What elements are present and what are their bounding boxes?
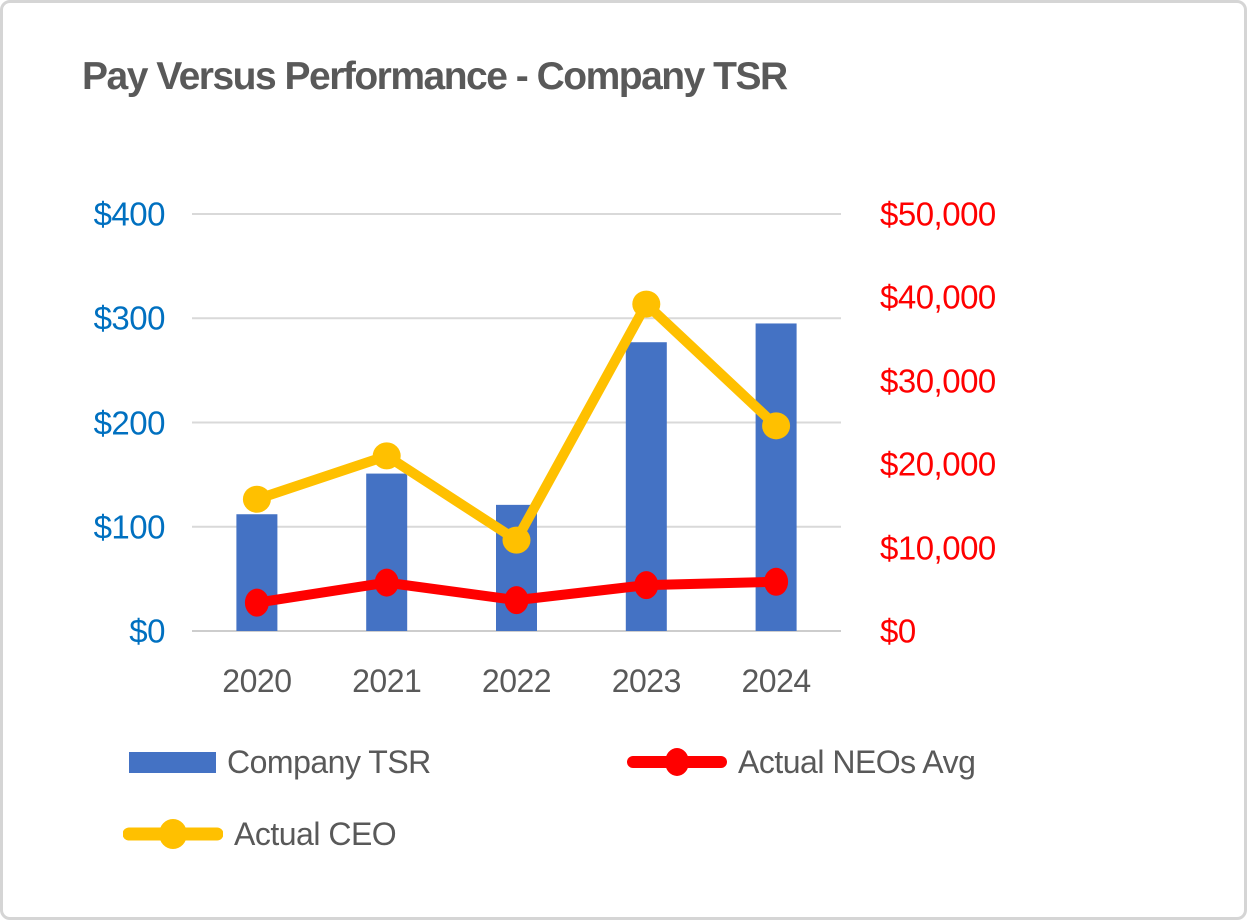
- marker-2021: [374, 568, 399, 597]
- marker-2023: [632, 290, 661, 318]
- x-axis-tick: 2023: [611, 663, 682, 699]
- y-axis-left-tick: $300: [93, 299, 166, 337]
- legend-item-company-tsr[interactable]: Company TSR: [129, 744, 431, 780]
- chart-title: Pay Versus Performance - Company TSR: [82, 55, 788, 98]
- chart-plot-svg: [192, 213, 841, 632]
- line-marker-swatch-icon: [123, 819, 223, 849]
- marker-2023: [634, 571, 659, 600]
- legend-item-actual-neos-avg[interactable]: Actual NEOs Avg: [627, 743, 976, 780]
- line-marker-swatch-icon: [627, 748, 727, 776]
- x-axis-tick: 2022: [481, 663, 552, 699]
- y-axis-right-tick: $30,000: [880, 362, 996, 400]
- legend-item-actual-ceo[interactable]: Actual CEO: [123, 815, 397, 852]
- marker-2021: [372, 442, 401, 470]
- bar-swatch-icon: [129, 751, 216, 773]
- bar-2021: [366, 473, 408, 631]
- x-axis-tick: 2021: [352, 663, 422, 699]
- y-axis-right-tick: $0: [880, 612, 916, 650]
- y-axis-left-tick: $400: [93, 195, 166, 233]
- y-axis-left-tick: $0: [129, 612, 165, 650]
- marker-2024: [762, 412, 791, 440]
- legend-label: Actual NEOs Avg: [738, 743, 976, 780]
- y-axis-right-tick: $10,000: [880, 529, 996, 567]
- y-axis-right-tick: $50,000: [880, 195, 996, 233]
- y-axis-right-tick: $40,000: [880, 278, 996, 316]
- legend-label: Actual CEO: [234, 815, 397, 852]
- y-axis-right-tick: $20,000: [880, 445, 996, 483]
- marker-2022: [502, 526, 531, 554]
- marker-2024: [764, 567, 789, 596]
- marker-2022: [504, 586, 529, 615]
- marker-2020: [244, 588, 269, 617]
- x-axis-tick: 2024: [741, 663, 812, 699]
- x-axis-tick: 2020: [222, 663, 292, 699]
- y-axis-left-tick: $200: [93, 404, 166, 441]
- y-axis-left-tick: $100: [93, 508, 166, 546]
- legend-label: Company TSR: [227, 743, 431, 780]
- marker-2020: [242, 485, 271, 513]
